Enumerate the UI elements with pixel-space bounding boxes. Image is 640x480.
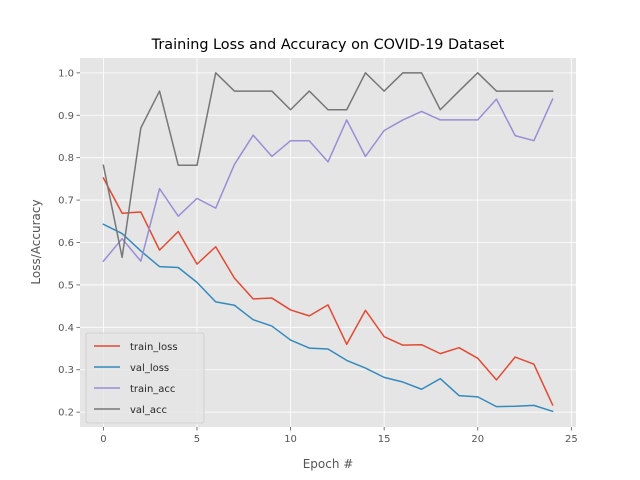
y-tick-label: 0.7 [58, 196, 74, 207]
legend-label: val_acc [130, 405, 167, 416]
y-tick-label: 0.4 [58, 323, 74, 334]
series-line-train-loss [102, 177, 554, 406]
y-tick-label: 0.9 [58, 111, 74, 122]
ticks: 0 5 10 15 20 25 0.2 0.3 0.4 0.5 0.6 0.7 0.8 0.9 1.0 [58, 68, 578, 445]
legend: train_loss val_loss train_acc val_acc [85, 332, 205, 424]
y-tick-label: 0.5 [58, 280, 74, 291]
x-tick-label: 10 [284, 434, 297, 445]
x-tick-label: 15 [378, 434, 391, 445]
x-tick-label: 0 [100, 434, 106, 445]
legend-label: train_loss [130, 342, 178, 353]
y-tick-label: 0.8 [58, 153, 74, 164]
y-tick-label: 0.6 [58, 238, 74, 249]
chart-title: Training Loss and Accuracy on COVID-19 D… [151, 37, 505, 53]
y-tick-label: 1.0 [58, 68, 74, 79]
legend-label: train_acc [130, 384, 175, 395]
legend-label: val_loss [130, 363, 169, 374]
x-tick-label: 5 [194, 434, 200, 445]
series-line-val-acc [102, 72, 554, 259]
x-axis-label: Epoch # [303, 457, 354, 471]
y-tick-label: 0.2 [58, 408, 74, 419]
y-axis-label: Loss/Accuracy [29, 199, 43, 284]
series [102, 72, 554, 413]
legend-box [85, 332, 205, 424]
x-tick-label: 25 [565, 434, 578, 445]
series-line-train-acc [102, 98, 554, 263]
x-tick-label: 20 [471, 434, 484, 445]
series-line-val-loss [102, 223, 554, 413]
y-tick-label: 0.3 [58, 365, 74, 376]
